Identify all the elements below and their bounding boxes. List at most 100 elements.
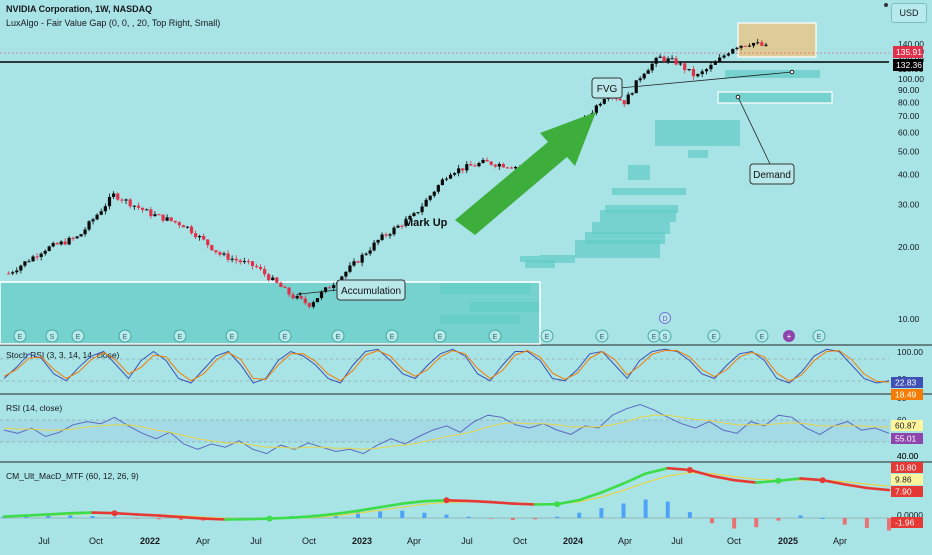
candle	[271, 278, 274, 281]
y-tick-label: 20.00	[898, 242, 920, 252]
fvg-zone	[470, 302, 540, 312]
candle	[279, 283, 282, 287]
candle	[674, 58, 677, 64]
candle	[72, 238, 75, 239]
x-tick-label: 2025	[778, 536, 798, 546]
candle	[27, 261, 30, 262]
candle	[182, 225, 185, 227]
macd-histogram-bar	[378, 511, 382, 518]
x-tick-label: Jul	[671, 536, 683, 546]
x-tick-label: Oct	[89, 536, 104, 546]
candle	[599, 104, 602, 106]
last-price-label: 135.91	[896, 47, 922, 57]
candle	[116, 193, 119, 199]
macd-cross-dot	[267, 516, 273, 522]
callout-anchor	[299, 293, 302, 296]
candle	[137, 206, 140, 208]
x-tick-label: Oct	[302, 536, 317, 546]
candle	[502, 164, 505, 167]
candle	[744, 46, 747, 47]
candle	[670, 58, 673, 59]
candle	[129, 199, 132, 206]
y-tick-label: 50.00	[898, 146, 920, 156]
x-tick-label: Oct	[513, 536, 528, 546]
macd-line-segment	[4, 516, 26, 517]
y-tick-label: 90.00	[898, 85, 920, 95]
candle	[210, 245, 213, 250]
candle	[756, 42, 759, 43]
candle	[149, 209, 152, 216]
candle	[365, 254, 368, 255]
candle	[15, 270, 18, 272]
fvg-zone	[628, 165, 650, 180]
macd-line-segment	[181, 517, 203, 519]
candle	[701, 71, 704, 74]
candle	[218, 252, 221, 255]
candle	[705, 69, 708, 71]
candle	[206, 239, 209, 245]
earnings-marker-label: E	[817, 334, 822, 341]
candle	[412, 213, 415, 216]
candle	[255, 266, 258, 267]
macd-histogram-bar	[511, 518, 515, 520]
candle	[453, 173, 456, 175]
x-tick-label: Apr	[196, 536, 210, 546]
candle	[328, 287, 331, 288]
earnings-marker-label: E	[123, 334, 128, 341]
candle	[344, 272, 347, 277]
macd-line-segment	[203, 519, 225, 520]
y-tick-label: 30.00	[898, 200, 920, 210]
x-tick-label: Oct	[727, 536, 742, 546]
macd-histogram-bar	[865, 518, 869, 528]
x-tick-label: Jul	[38, 536, 50, 546]
candle	[174, 221, 177, 222]
candle	[631, 93, 634, 94]
line-price-label: 132.36	[896, 60, 922, 70]
macd-line-segment	[469, 501, 491, 502]
candle	[687, 69, 690, 70]
macd-line-segment	[26, 514, 48, 515]
candle	[659, 57, 662, 58]
currency-button[interactable]: USD	[891, 3, 927, 23]
macd-histogram-bar	[400, 511, 404, 518]
candle	[316, 298, 319, 302]
candle	[714, 62, 717, 65]
candle	[760, 42, 763, 45]
macd-line-segment	[491, 502, 513, 504]
candle	[304, 299, 307, 304]
candle	[308, 303, 311, 307]
macd-value-2-label: 9.86	[895, 475, 912, 485]
candle	[300, 296, 303, 298]
candle	[95, 215, 98, 220]
earnings-marker-label: E	[336, 334, 341, 341]
stoch-tick-label: 100.00	[897, 347, 923, 357]
candle	[396, 226, 399, 228]
candle	[52, 243, 55, 246]
candle	[651, 64, 654, 71]
macd-histogram-bar	[887, 518, 891, 531]
candle	[83, 230, 86, 235]
macd-histogram-bar	[821, 518, 825, 519]
earnings-marker-label: E	[390, 334, 395, 341]
candle	[198, 236, 201, 237]
macd-histogram-bar	[157, 518, 161, 519]
candle	[251, 261, 254, 266]
macd-line-segment	[247, 519, 269, 520]
macd-histogram-bar	[445, 515, 449, 518]
candle	[283, 287, 286, 288]
earnings-marker-label: S	[663, 334, 668, 341]
macd-histogram-bar	[533, 518, 537, 519]
macd-title: CM_Ult_MacD_MTF (60, 12, 26, 9)	[6, 471, 139, 481]
candle	[79, 234, 82, 236]
candle	[194, 233, 197, 237]
macd-histogram-bar	[666, 502, 670, 519]
candle	[623, 100, 626, 104]
rsi-title: RSI (14, close)	[6, 403, 62, 413]
stoch-d-value-label: 18.49	[895, 390, 917, 400]
candle	[683, 63, 686, 70]
macd-histogram-bar	[91, 516, 95, 518]
candle	[145, 209, 148, 210]
candle	[48, 246, 51, 250]
macd-line-segment	[292, 516, 314, 518]
